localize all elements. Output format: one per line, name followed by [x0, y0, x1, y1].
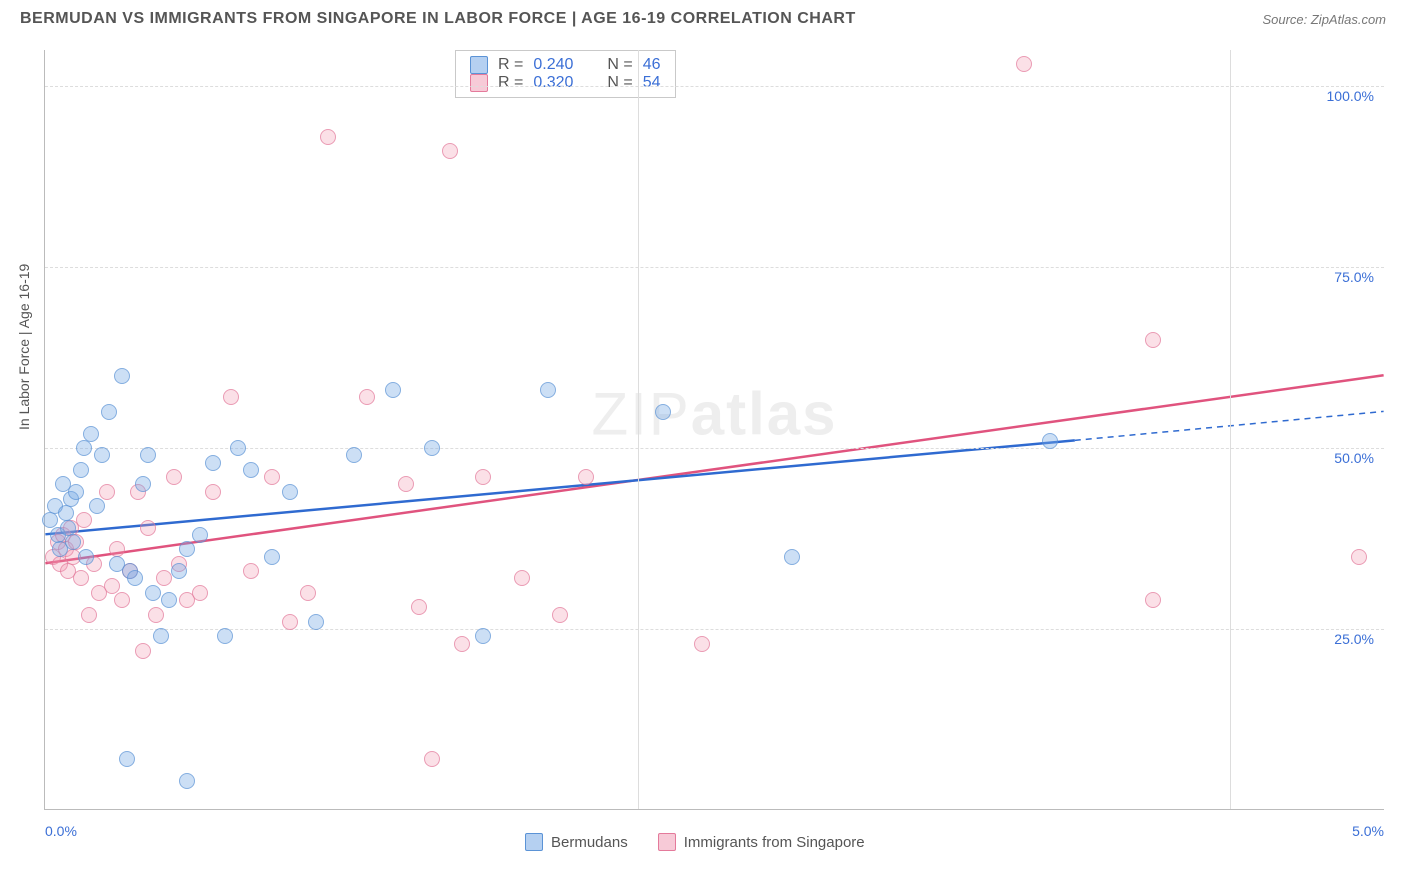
chart-plot-area: ZIPatlas R = 0.240 N = 46 R = 0.320 N = … — [44, 50, 1384, 810]
point-singapore — [192, 585, 208, 601]
point-singapore — [73, 570, 89, 586]
point-bermudan — [58, 505, 74, 521]
point-bermudan — [135, 476, 151, 492]
chart-title: BERMUDAN VS IMMIGRANTS FROM SINGAPORE IN… — [20, 10, 856, 28]
point-bermudan — [282, 484, 298, 500]
point-bermudan — [475, 628, 491, 644]
point-bermudan — [179, 541, 195, 557]
y-tick-label: 100.0% — [1327, 88, 1374, 104]
point-singapore — [156, 570, 172, 586]
point-singapore — [1351, 549, 1367, 565]
point-singapore — [114, 592, 130, 608]
point-singapore — [694, 636, 710, 652]
point-bermudan — [540, 382, 556, 398]
point-bermudan — [140, 447, 156, 463]
point-singapore — [411, 599, 427, 615]
point-singapore — [81, 607, 97, 623]
source-label: Source: ZipAtlas.com — [1262, 12, 1386, 27]
y-tick-label: 75.0% — [1334, 269, 1374, 285]
point-bermudan — [264, 549, 280, 565]
point-singapore — [140, 520, 156, 536]
point-singapore — [166, 469, 182, 485]
point-bermudan — [308, 614, 324, 630]
point-bermudan — [94, 447, 110, 463]
point-bermudan — [217, 628, 233, 644]
point-singapore — [578, 469, 594, 485]
point-bermudan — [73, 462, 89, 478]
point-bermudan — [119, 751, 135, 767]
point-bermudan — [114, 368, 130, 384]
swatch-b-icon — [470, 74, 488, 92]
point-bermudan — [784, 549, 800, 565]
point-bermudan — [230, 440, 246, 456]
point-bermudan — [171, 563, 187, 579]
x-tick-low: 0.0% — [45, 823, 77, 839]
point-bermudan — [1042, 433, 1058, 449]
point-bermudan — [655, 404, 671, 420]
watermark: ZIPatlas — [591, 380, 837, 449]
legend-row-b: R = 0.320 N = 54 — [470, 74, 661, 92]
legend-item-singapore: Immigrants from Singapore — [658, 833, 865, 851]
point-singapore — [320, 129, 336, 145]
swatch-a-icon — [470, 56, 488, 74]
correlation-legend: R = 0.240 N = 46 R = 0.320 N = 54 — [455, 50, 676, 98]
point-bermudan — [68, 484, 84, 500]
point-singapore — [243, 563, 259, 579]
point-bermudan — [153, 628, 169, 644]
point-bermudan — [127, 570, 143, 586]
legend-row-a: R = 0.240 N = 46 — [470, 56, 661, 74]
point-bermudan — [83, 426, 99, 442]
gridline-v — [1230, 50, 1231, 809]
point-singapore — [76, 512, 92, 528]
y-tick-label: 25.0% — [1334, 631, 1374, 647]
gridline-h — [45, 267, 1384, 268]
point-bermudan — [78, 549, 94, 565]
point-bermudan — [65, 534, 81, 550]
point-singapore — [454, 636, 470, 652]
point-singapore — [148, 607, 164, 623]
point-bermudan — [424, 440, 440, 456]
series-legend: Bermudans Immigrants from Singapore — [525, 833, 865, 851]
point-singapore — [552, 607, 568, 623]
point-bermudan — [161, 592, 177, 608]
y-tick-label: 50.0% — [1334, 450, 1374, 466]
point-singapore — [442, 143, 458, 159]
point-singapore — [205, 484, 221, 500]
x-tick-high: 5.0% — [1352, 823, 1384, 839]
point-singapore — [1016, 56, 1032, 72]
point-singapore — [359, 389, 375, 405]
swatch-a-icon — [525, 833, 543, 851]
point-singapore — [514, 570, 530, 586]
point-singapore — [1145, 592, 1161, 608]
point-singapore — [282, 614, 298, 630]
gridline-v — [638, 50, 639, 809]
point-singapore — [223, 389, 239, 405]
point-bermudan — [346, 447, 362, 463]
legend-item-bermudans: Bermudans — [525, 833, 628, 851]
point-bermudan — [101, 404, 117, 420]
point-singapore — [475, 469, 491, 485]
gridline-h — [45, 86, 1384, 87]
point-bermudan — [179, 773, 195, 789]
point-bermudan — [76, 440, 92, 456]
point-singapore — [264, 469, 280, 485]
point-bermudan — [192, 527, 208, 543]
point-bermudan — [385, 382, 401, 398]
point-singapore — [398, 476, 414, 492]
gridline-h — [45, 629, 1384, 630]
point-bermudan — [145, 585, 161, 601]
y-axis-title: In Labor Force | Age 16-19 — [16, 264, 32, 430]
point-singapore — [1145, 332, 1161, 348]
point-bermudan — [89, 498, 105, 514]
point-singapore — [424, 751, 440, 767]
point-singapore — [104, 578, 120, 594]
point-singapore — [300, 585, 316, 601]
swatch-b-icon — [658, 833, 676, 851]
point-bermudan — [243, 462, 259, 478]
point-singapore — [99, 484, 115, 500]
point-bermudan — [205, 455, 221, 471]
point-singapore — [135, 643, 151, 659]
trend-lines — [45, 50, 1384, 809]
